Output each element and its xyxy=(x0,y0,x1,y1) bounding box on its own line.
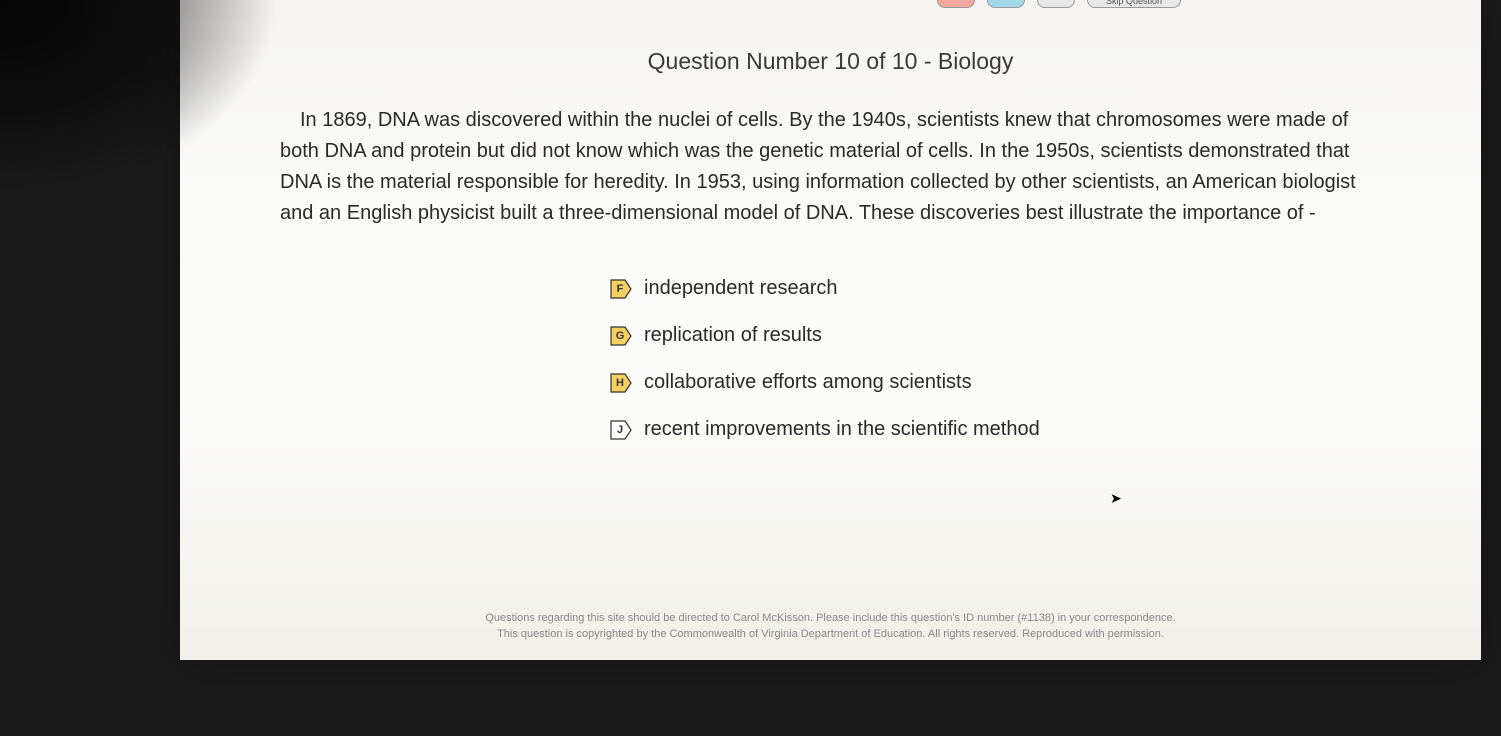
answer-badge-icon: H xyxy=(610,373,632,393)
footer-line-2: This question is copyrighted by the Comm… xyxy=(180,627,1481,642)
answer-badge-icon: G xyxy=(610,326,632,346)
answer-letter: J xyxy=(617,424,623,436)
nav-button-explanation[interactable] xyxy=(1037,0,1075,8)
skip-question-button[interactable]: Skip Question xyxy=(1087,0,1181,8)
answer-text: recent improvements in the scientific me… xyxy=(644,418,1040,441)
answer-option-j[interactable]: J recent improvements in the scientific … xyxy=(610,418,1481,441)
answer-text: collaborative efforts among scientists xyxy=(644,371,972,394)
question-header: Question Number 10 of 10 - Biology xyxy=(180,48,1481,75)
quiz-page: Skip Question Question Number 10 of 10 -… xyxy=(180,0,1481,660)
answer-option-f[interactable]: F independent research xyxy=(610,277,1481,300)
answer-option-h[interactable]: H collaborative efforts among scientists xyxy=(610,371,1481,394)
answer-option-g[interactable]: G replication of results xyxy=(610,324,1481,347)
nav-button-blue[interactable] xyxy=(987,0,1025,8)
answer-list: F independent research G replication of … xyxy=(610,277,1481,441)
answer-badge-icon: J xyxy=(610,420,632,440)
answer-letter: G xyxy=(616,330,625,342)
top-button-bar: Skip Question xyxy=(937,0,1181,8)
answer-letter: H xyxy=(616,377,624,389)
answer-badge-icon: F xyxy=(610,279,632,299)
answer-text: independent research xyxy=(644,277,837,300)
footer-line-1: Questions regarding this site should be … xyxy=(180,611,1481,626)
cursor-icon: ➤ xyxy=(1110,490,1122,507)
answer-letter: F xyxy=(617,283,624,295)
nav-button-red[interactable] xyxy=(937,0,975,8)
footer-text: Questions regarding this site should be … xyxy=(180,611,1481,642)
answer-text: replication of results xyxy=(644,324,822,347)
question-text: In 1869, DNA was discovered within the n… xyxy=(280,105,1381,229)
